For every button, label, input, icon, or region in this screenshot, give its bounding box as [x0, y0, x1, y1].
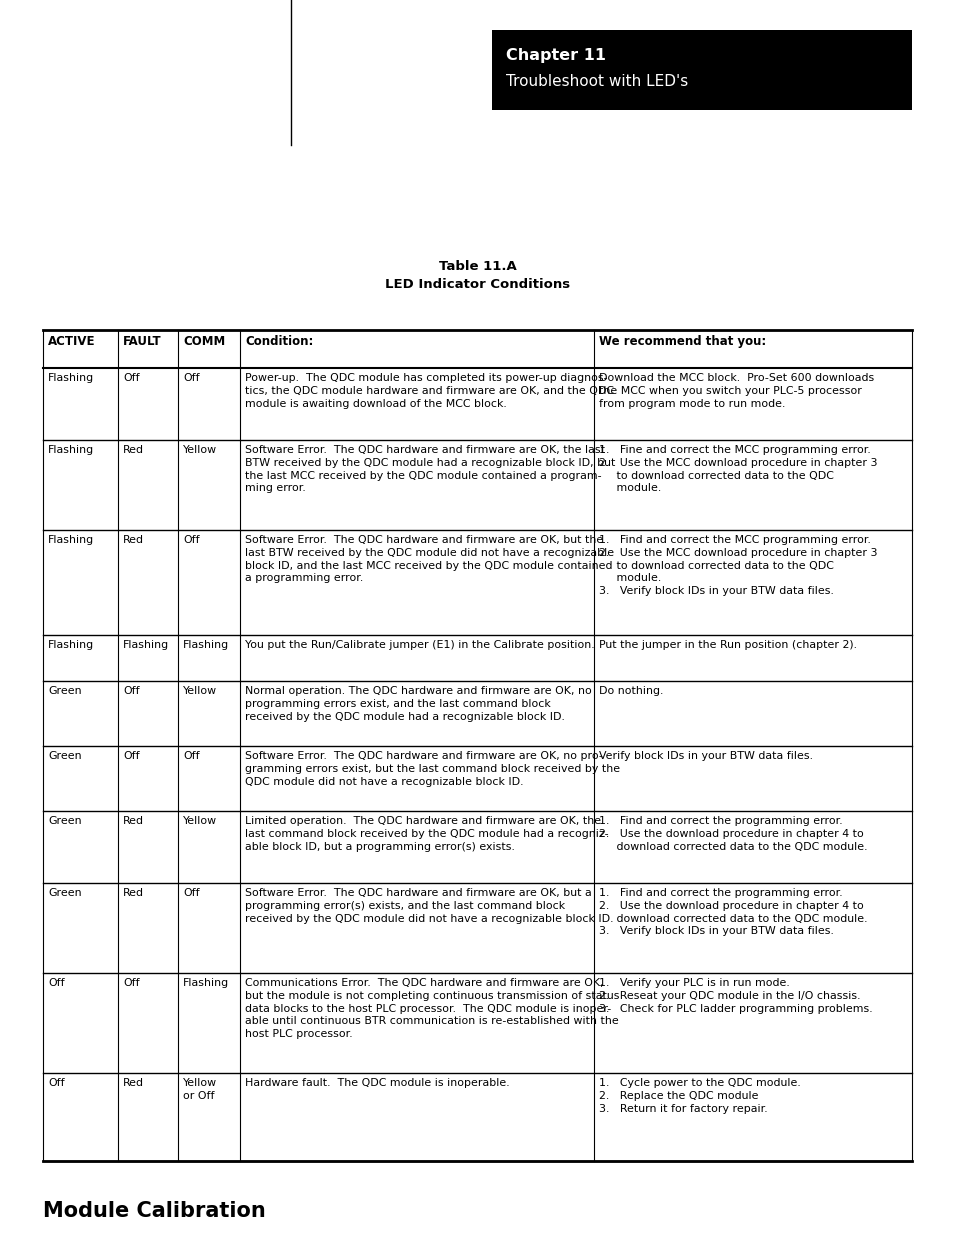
- Text: Chapter 11: Chapter 11: [505, 48, 605, 63]
- Text: 1.   Find and correct the programming error.
2.   Use the download procedure in : 1. Find and correct the programming erro…: [598, 816, 866, 852]
- Text: 1.   Fine and correct the MCC programming error.
2.   Use the MCC download proce: 1. Fine and correct the MCC programming …: [598, 445, 877, 494]
- Text: Power-up.  The QDC module has completed its power-up diagnos-
tics, the QDC modu: Power-up. The QDC module has completed i…: [245, 373, 614, 409]
- Text: Red: Red: [123, 445, 144, 454]
- Text: Flashing: Flashing: [123, 640, 169, 650]
- Text: Flashing: Flashing: [183, 978, 229, 988]
- Text: Off: Off: [183, 888, 199, 898]
- Text: 1.   Verify your PLC is in run mode.
2.   Reseat your QDC module in the I/O chas: 1. Verify your PLC is in run mode. 2. Re…: [598, 978, 872, 1014]
- Text: ACTIVE: ACTIVE: [48, 335, 95, 348]
- Text: Off: Off: [123, 978, 139, 988]
- Text: Troubleshoot with LED's: Troubleshoot with LED's: [505, 74, 687, 89]
- Text: Off: Off: [48, 978, 65, 988]
- Text: Red: Red: [123, 816, 144, 826]
- Text: Green: Green: [48, 816, 82, 826]
- Text: Flashing: Flashing: [48, 535, 94, 545]
- Text: Off: Off: [123, 751, 139, 761]
- Text: Condition:: Condition:: [245, 335, 313, 348]
- Text: LED Indicator Conditions: LED Indicator Conditions: [384, 278, 570, 291]
- Text: You put the Run/Calibrate jumper (E1) in the Calibrate position.: You put the Run/Calibrate jumper (E1) in…: [245, 640, 594, 650]
- Text: 1.   Find and correct the programming error.
2.   Use the download procedure in : 1. Find and correct the programming erro…: [598, 888, 866, 936]
- Text: Off: Off: [123, 685, 139, 697]
- Text: Off: Off: [48, 1078, 65, 1088]
- Text: Do nothing.: Do nothing.: [598, 685, 662, 697]
- Text: Flashing: Flashing: [48, 640, 94, 650]
- Text: Communications Error.  The QDC hardware and firmware are OK,
but the module is n: Communications Error. The QDC hardware a…: [245, 978, 618, 1039]
- Text: Yellow: Yellow: [183, 685, 217, 697]
- Text: Download the MCC block.  Pro-Set 600 downloads
the MCC when you switch your PLC-: Download the MCC block. Pro-Set 600 down…: [598, 373, 873, 409]
- Text: Table 11.A: Table 11.A: [438, 261, 516, 273]
- Bar: [492, 30, 911, 110]
- Text: Flashing: Flashing: [48, 445, 94, 454]
- Text: Yellow
or Off: Yellow or Off: [183, 1078, 217, 1100]
- Text: 1.   Find and correct the MCC programming error.
2.   Use the MCC download proce: 1. Find and correct the MCC programming …: [598, 535, 877, 597]
- Text: Off: Off: [183, 373, 199, 383]
- Text: Software Error.  The QDC hardware and firmware are OK, but a
programming error(s: Software Error. The QDC hardware and fir…: [245, 888, 613, 924]
- Text: Hardware fault.  The QDC module is inoperable.: Hardware fault. The QDC module is inoper…: [245, 1078, 509, 1088]
- Text: Software Error.  The QDC hardware and firmware are OK, no pro-
gramming errors e: Software Error. The QDC hardware and fir…: [245, 751, 619, 787]
- Text: Module Calibration: Module Calibration: [43, 1200, 266, 1221]
- Text: Green: Green: [48, 685, 82, 697]
- Text: Limited operation.  The QDC hardware and firmware are OK, the
last command block: Limited operation. The QDC hardware and …: [245, 816, 608, 852]
- Text: Off: Off: [183, 751, 199, 761]
- Text: Software Error.  The QDC hardware and firmware are OK, but the
last BTW received: Software Error. The QDC hardware and fir…: [245, 535, 614, 583]
- Text: Off: Off: [183, 535, 199, 545]
- Text: Red: Red: [123, 1078, 144, 1088]
- Text: 1.   Cycle power to the QDC module.
2.   Replace the QDC module
3.   Return it f: 1. Cycle power to the QDC module. 2. Rep…: [598, 1078, 800, 1114]
- Text: COMM: COMM: [183, 335, 225, 348]
- Text: Verify block IDs in your BTW data files.: Verify block IDs in your BTW data files.: [598, 751, 812, 761]
- Text: Green: Green: [48, 888, 82, 898]
- Text: Normal operation. The QDC hardware and firmware are OK, no
programming errors ex: Normal operation. The QDC hardware and f…: [245, 685, 591, 721]
- Text: Off: Off: [123, 373, 139, 383]
- Text: We recommend that you:: We recommend that you:: [598, 335, 765, 348]
- Text: Flashing: Flashing: [48, 373, 94, 383]
- Text: Green: Green: [48, 751, 82, 761]
- Text: Put the jumper in the Run position (chapter 2).: Put the jumper in the Run position (chap…: [598, 640, 856, 650]
- Text: FAULT: FAULT: [123, 335, 161, 348]
- Text: Software Error.  The QDC hardware and firmware are OK, the last
BTW received by : Software Error. The QDC hardware and fir…: [245, 445, 615, 494]
- Text: Yellow: Yellow: [183, 445, 217, 454]
- Text: Red: Red: [123, 535, 144, 545]
- Text: Flashing: Flashing: [183, 640, 229, 650]
- Text: Yellow: Yellow: [183, 816, 217, 826]
- Text: Red: Red: [123, 888, 144, 898]
